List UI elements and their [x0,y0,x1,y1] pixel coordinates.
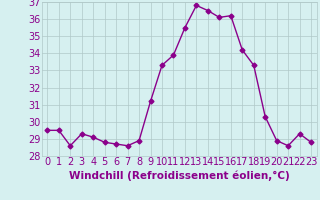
X-axis label: Windchill (Refroidissement éolien,°C): Windchill (Refroidissement éolien,°C) [69,170,290,181]
